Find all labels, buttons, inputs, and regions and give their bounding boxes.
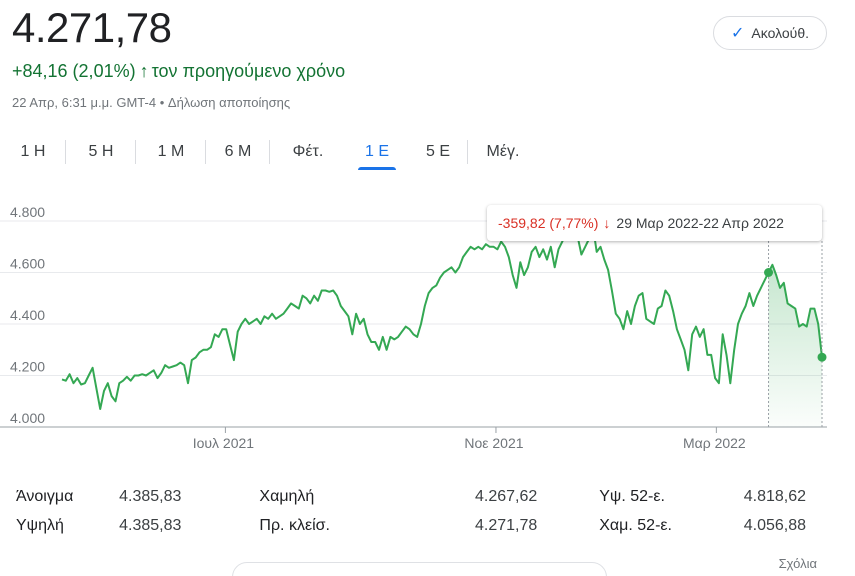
stat-label: Υψ. 52-ε. <box>599 487 665 505</box>
stat-value: 4.267,62 <box>474 487 538 505</box>
tab-label: 1 Ε <box>364 143 389 160</box>
follow-button[interactable]: ✓ Ακολούθ. <box>713 16 827 50</box>
quote-datetime: 22 Απρ, 6:31 μ.μ. GMT-4 <box>12 95 157 110</box>
highlight-area <box>768 264 822 427</box>
x-tick-label: Μαρ 2022 <box>683 435 746 451</box>
stats-row: Υψηλή 4.385,83 Πρ. κλείσ. 4.271,78 Χαμ. … <box>16 511 806 540</box>
tab-8[interactable]: Μέγ. <box>468 134 538 170</box>
arrow-down-icon: ↓ <box>603 215 611 231</box>
price: 4.271,78 <box>12 4 172 51</box>
stat-label: Υψηλή <box>16 516 64 534</box>
y-tick-label: 4.200 <box>10 359 45 375</box>
stat-value: 4.385,83 <box>119 487 182 505</box>
tab-label: 1 Μ <box>157 143 185 160</box>
quote-meta: 22 Απρ, 6:31 μ.μ. GMT-4 • Δήλωση αποποίη… <box>12 95 290 110</box>
tab-3[interactable]: 1 Μ <box>136 134 206 170</box>
stats-row: Άνοιγμα 4.385,83 Χαμηλή 4.267,62 Υψ. 52-… <box>16 482 806 511</box>
disclaimer-link[interactable]: Δήλωση αποποίησης <box>167 95 291 110</box>
stats-table: Άνοιγμα 4.385,83 Χαμηλή 4.267,62 Υψ. 52-… <box>16 482 806 540</box>
range-tooltip: -359,82 (7,77%) ↓ 29 Μαρ 2022-22 Απρ 202… <box>487 205 822 241</box>
tab-label: 6 Μ <box>224 143 252 160</box>
y-tick-label: 4.800 <box>10 204 45 220</box>
stat-value: 4.385,83 <box>119 516 182 534</box>
tab-4[interactable]: 6 Μ <box>206 134 270 170</box>
y-tick-label: 4.400 <box>10 307 45 323</box>
tab-label: 5 Ε <box>425 143 450 160</box>
stat-value: 4.818,62 <box>743 487 806 505</box>
y-tick-label: 4.000 <box>10 410 45 426</box>
tab-active-indicator <box>358 167 396 170</box>
tab-5[interactable]: Φέτ. <box>270 134 346 170</box>
change-value: +84,16 (2,01%) <box>12 61 136 81</box>
tab-label: 1 Η <box>20 143 46 160</box>
check-icon: ✓ <box>731 25 745 42</box>
stat-value: 4.056,88 <box>743 516 806 534</box>
tab-7[interactable]: 5 Ε <box>408 134 468 170</box>
tab-label: Μέγ. <box>486 143 520 160</box>
tab-label: Φέτ. <box>292 143 324 160</box>
tab-2[interactable]: 5 Η <box>66 134 136 170</box>
tab-1[interactable]: 1 Η <box>0 134 66 170</box>
tab-label: 5 Η <box>88 143 114 160</box>
x-tick-label: Νοε 2021 <box>464 435 523 451</box>
stat-label: Άνοιγμα <box>16 487 74 505</box>
time-range-tabs: 1 Η 5 Η 1 Μ 6 Μ Φέτ. 1 Ε 5 Ε Μέγ. <box>0 134 538 170</box>
stat-label: Χαμηλή <box>259 487 315 505</box>
follow-label: Ακολούθ. <box>751 25 809 41</box>
price-change: +84,16 (2,01%) ↑ τον προηγούμενο χρόνο <box>12 59 345 83</box>
tab-6[interactable]: 1 Ε <box>346 134 408 170</box>
range-end-dot <box>817 352 827 362</box>
comments-link[interactable]: Σχόλια <box>778 556 817 571</box>
stat-value: 4.271,78 <box>474 516 538 534</box>
change-period: τον προηγούμενο χρόνο <box>151 61 346 81</box>
stat-label: Χαμ. 52-ε. <box>599 516 672 534</box>
range-start-dot <box>764 268 774 277</box>
stat-label: Πρ. κλείσ. <box>259 516 330 534</box>
arrow-up-icon: ↑ <box>139 61 149 81</box>
meta-separator: • <box>159 95 165 110</box>
price-line <box>61 220 823 410</box>
tooltip-range: 29 Μαρ 2022-22 Απρ 2022 <box>616 215 784 231</box>
x-tick-label: Ιουλ 2021 <box>193 435 255 451</box>
price-chart: 4.000 4.200 4.400 4.600 4.800 Ιουλ 2021 Νοε 2… <box>0 204 827 451</box>
tooltip-change: -359,82 (7,77%) <box>498 215 599 231</box>
search-box-partial[interactable] <box>232 562 607 576</box>
y-tick-label: 4.600 <box>10 256 45 272</box>
